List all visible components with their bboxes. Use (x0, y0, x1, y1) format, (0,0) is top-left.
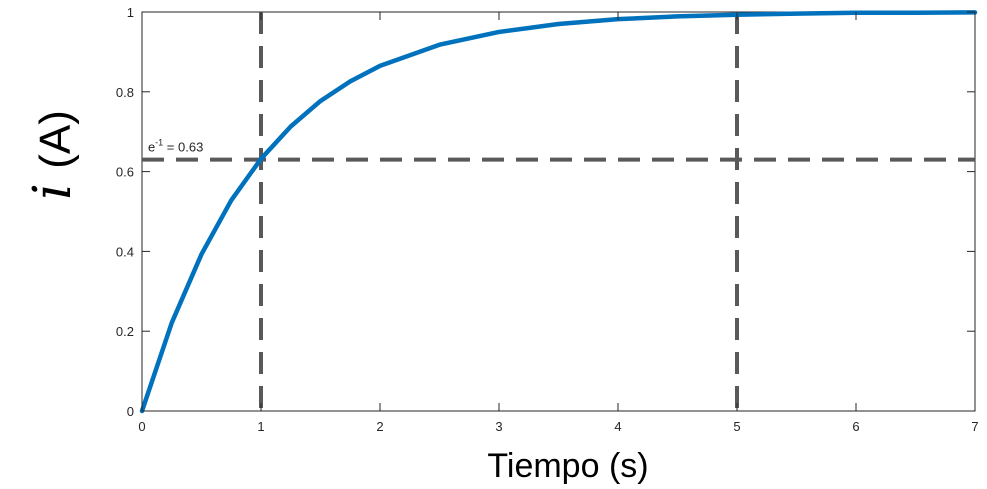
y-tick-label: 0.8 (116, 85, 134, 100)
x-tick-label: 6 (852, 419, 859, 434)
series-layer (139, 10, 978, 414)
annotation-e-inverse: e-1 = 0.63 (148, 138, 203, 155)
ticks-layer: 0 1 2 3 4 5 6 7 0 0.2 0.4 0.6 0.8 1 (116, 5, 979, 434)
x-axis-label: Tiempo (s) (487, 447, 648, 485)
plot-area (141, 11, 976, 412)
x-tick-label: 4 (614, 419, 621, 434)
y-axis-label: i (A) (23, 110, 83, 200)
y-tick-label: 0.6 (116, 165, 134, 180)
x-tick-label: 5 (733, 419, 740, 434)
reference-lines (142, 12, 975, 411)
y-axis-label-variable: i (23, 183, 83, 200)
svg-text:i (A): i (A) (23, 110, 83, 200)
x-tick-label: 1 (257, 419, 264, 434)
x-tick-label: 2 (376, 419, 383, 434)
series-line-0 (139, 10, 978, 414)
y-tick-label: 0.2 (116, 324, 134, 339)
x-tick-label: 0 (138, 419, 145, 434)
annotations-layer: e-1 = 0.63 (148, 138, 203, 155)
y-tick-label: 0 (127, 404, 134, 419)
x-tick-label: 7 (971, 419, 978, 434)
y-tick-label: 1 (127, 5, 134, 20)
y-axis-label-unit: (A) (31, 110, 80, 169)
y-tick-label: 0.4 (116, 244, 134, 259)
x-tick-label: 3 (495, 419, 502, 434)
